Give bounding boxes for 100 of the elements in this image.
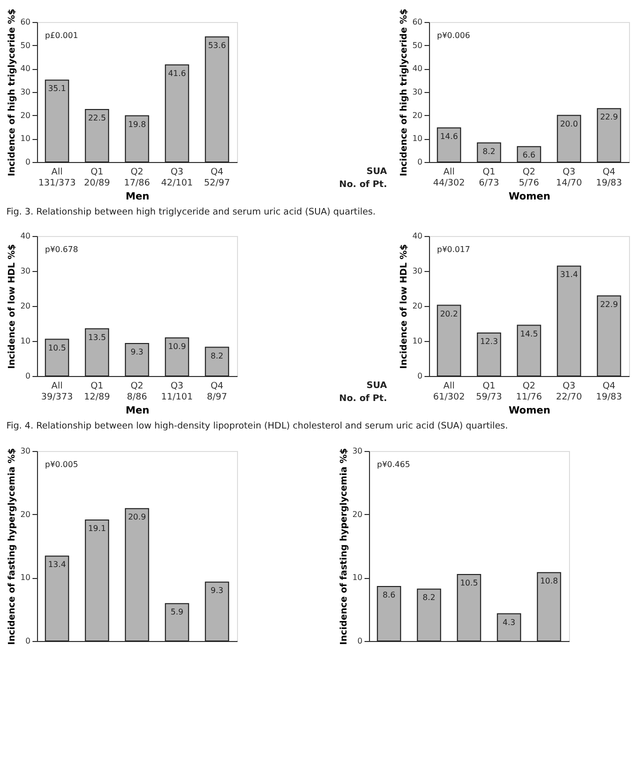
y-tick-label: 10 xyxy=(20,573,30,582)
data-label: 8.2 xyxy=(210,351,224,360)
y-axis-title: Incidence of low HDL %$ xyxy=(7,244,18,369)
y-tick-label: 20 xyxy=(412,110,422,120)
data-label: 9.3 xyxy=(130,347,144,356)
bar xyxy=(476,332,502,376)
x-tick-label: Q1 20/89 xyxy=(84,168,110,188)
x-tick-label: Q3 14/70 xyxy=(556,168,582,188)
y-tick-label: 10 xyxy=(412,134,422,144)
bar xyxy=(204,346,230,376)
data-label: 20.0 xyxy=(560,119,578,128)
bar xyxy=(496,613,522,642)
bar xyxy=(84,520,110,642)
data-label: 41.6 xyxy=(168,68,186,78)
y-tick-label: 10 xyxy=(20,336,30,346)
y-tick-label: 30 xyxy=(20,88,30,96)
bar xyxy=(596,295,622,376)
y-axis-title: Incidence of high triglyceride %$ xyxy=(399,8,410,176)
bar xyxy=(124,115,150,162)
bar xyxy=(556,114,582,162)
bar xyxy=(124,508,150,642)
x-tick-label: Q2 8/86 xyxy=(126,382,148,402)
data-label: 6.6 xyxy=(522,150,536,160)
bar xyxy=(84,109,110,162)
data-label: 8.2 xyxy=(422,593,436,602)
y-tick-label: 50 xyxy=(412,40,422,50)
y-tick-label: 20 xyxy=(352,510,362,519)
data-label: 20.2 xyxy=(440,309,458,318)
annotation: p¥0.678 xyxy=(45,245,78,254)
x-axis-title: Men xyxy=(126,406,150,416)
x-tick-label: All 131/373 xyxy=(38,168,76,188)
bar xyxy=(556,266,582,376)
bar xyxy=(536,572,562,642)
y-tick-label: 10 xyxy=(412,336,422,346)
y-tick-label: 20 xyxy=(20,302,30,310)
y-tick-label: 40 xyxy=(20,232,30,240)
data-label: 10.8 xyxy=(540,576,558,586)
y-tick-label: 20 xyxy=(20,510,30,519)
bar xyxy=(476,142,502,162)
y-tick-label: 10 xyxy=(20,134,30,144)
data-label: 53.6 xyxy=(208,40,226,50)
y-tick-label: 10 xyxy=(352,573,362,582)
data-label: 8.2 xyxy=(482,146,496,156)
data-label: 10.9 xyxy=(168,342,186,351)
y-tick-label: 20 xyxy=(20,110,30,120)
bar xyxy=(456,574,482,642)
annotation: p¥0.465 xyxy=(377,460,410,469)
y-axis-title: Incidence of fasting hyperglycemia %$ xyxy=(339,448,350,645)
x-tick-label: Q1 59/73 xyxy=(476,382,502,402)
bar xyxy=(516,324,542,376)
text: SUA No. of Pt. xyxy=(339,167,388,190)
data-label: 5.9 xyxy=(170,608,184,617)
y-axis-title: Incidence of high triglyceride %$ xyxy=(7,8,18,176)
y-tick-label: 0 xyxy=(25,636,30,646)
y-tick-label: 20 xyxy=(412,302,422,310)
caption: Fig. 3. Relationship between high triglyceride and serum uric acid (SUA) quartiles. xyxy=(6,208,376,218)
bar xyxy=(164,603,190,642)
data-label: 4.3 xyxy=(502,618,516,627)
y-tick-label: 0 xyxy=(417,372,422,380)
bar xyxy=(436,127,462,162)
data-label: 8.6 xyxy=(382,590,396,600)
x-tick-label: Q4 8/97 xyxy=(206,382,228,402)
x-tick-label: Q3 42/101 xyxy=(161,168,193,188)
data-label: 13.4 xyxy=(48,560,66,570)
x-tick-label: Q3 11/101 xyxy=(161,382,193,402)
data-label: 10.5 xyxy=(460,578,478,588)
y-tick-label: 30 xyxy=(412,266,422,276)
x-tick-label: Q4 52/97 xyxy=(204,168,230,188)
bar xyxy=(436,304,462,376)
data-label: 19.8 xyxy=(128,120,146,129)
x-tick-label: All 44/302 xyxy=(433,168,465,188)
y-tick-label: 0 xyxy=(357,636,362,646)
x-tick-label: Q1 12/89 xyxy=(84,382,110,402)
x-tick-label: Q3 22/70 xyxy=(556,382,582,402)
y-tick-label: 0 xyxy=(417,158,422,166)
annotation: p¥0.005 xyxy=(45,460,78,469)
text: SUA No. of Pt. xyxy=(339,381,388,404)
annotation: p£0.001 xyxy=(45,31,78,40)
data-label: 22.5 xyxy=(88,114,106,122)
data-label: 35.1 xyxy=(48,84,66,94)
x-axis-title: Women xyxy=(508,406,550,416)
y-tick-label: 60 xyxy=(20,18,30,26)
y-axis-title: Incidence of fasting hyperglycemia %$ xyxy=(7,448,18,645)
bar xyxy=(376,586,402,642)
data-label: 9.3 xyxy=(210,586,224,596)
x-axis-title: Men xyxy=(126,192,150,202)
y-tick-label: 0 xyxy=(25,372,30,380)
y-tick-label: 40 xyxy=(412,232,422,240)
bar xyxy=(596,108,622,162)
x-tick-label: Q1 6/73 xyxy=(478,168,500,188)
bar xyxy=(84,328,110,376)
bar xyxy=(516,146,542,162)
data-label: 14.6 xyxy=(440,132,458,141)
x-tick-label: Q2 17/86 xyxy=(124,168,150,188)
data-label: 13.5 xyxy=(88,332,106,342)
data-label: 22.9 xyxy=(600,112,618,122)
y-tick-label: 40 xyxy=(412,64,422,74)
y-tick-label: 0 xyxy=(25,158,30,166)
bar xyxy=(44,80,70,162)
bar xyxy=(204,36,230,162)
